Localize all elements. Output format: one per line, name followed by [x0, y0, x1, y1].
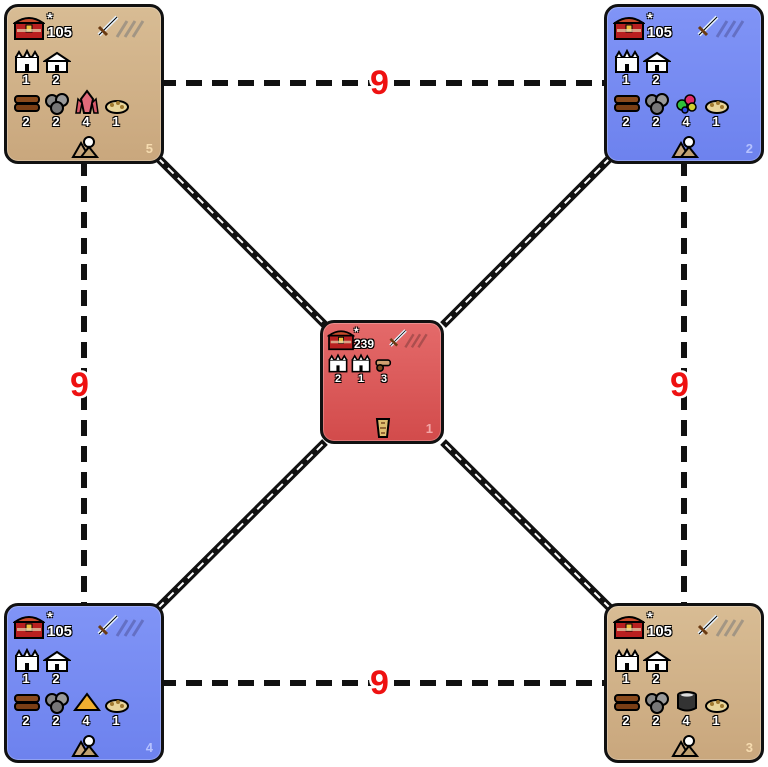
- castle-icon: [15, 49, 39, 73]
- zone-bottom-right[interactable]: * 105 1 2 2 2 4 1: [604, 603, 764, 763]
- town-icon: [643, 650, 671, 672]
- terrain-icon: [671, 136, 699, 158]
- ore-icon: [45, 93, 69, 115]
- army-strength-icon: [715, 619, 745, 637]
- cannon-icon: [375, 359, 392, 372]
- zone-top-left[interactable]: * 105 1 2 2 2 4 1: [4, 4, 164, 164]
- town-icon: [43, 650, 71, 672]
- castle-icon-2: [351, 353, 371, 373]
- sword-icon: [97, 15, 119, 37]
- terrain-icon: [71, 136, 99, 158]
- wood-icon: [14, 694, 40, 711]
- mercury-icon: [677, 691, 697, 712]
- army-strength-icon: [404, 333, 428, 349]
- terrain-icon: [71, 735, 99, 757]
- ore-icon: [45, 692, 69, 714]
- connection-diagonals: [155, 155, 613, 611]
- gold-pile-icon: [705, 699, 729, 713]
- zone-id: 2: [745, 141, 753, 156]
- treasure-chest-icon: [613, 616, 645, 639]
- guard-left: 9: [70, 366, 89, 404]
- zone-id: 3: [745, 740, 753, 755]
- ore-icon: [645, 93, 669, 115]
- treasure-chest-icon: [13, 17, 45, 40]
- gold-value: 239: [354, 337, 375, 351]
- town-icon: [643, 51, 671, 73]
- zone-id: 1: [425, 421, 433, 436]
- guard-bottom: 9: [370, 664, 389, 702]
- castle-icon: [15, 648, 39, 672]
- army-strength-icon: [115, 619, 145, 637]
- gold-pile-icon: [105, 699, 129, 713]
- sulfur-icon: [73, 692, 101, 711]
- treasure-chest-icon: [613, 17, 645, 40]
- castle-icon: [615, 648, 639, 672]
- gold-value: 105: [647, 24, 673, 41]
- zone-top-right[interactable]: * 105 1 2 2 2 4 1: [604, 4, 764, 164]
- sword-icon: [97, 614, 119, 636]
- zone-id: 5: [145, 141, 153, 156]
- treasure-chest-icon: [327, 330, 355, 351]
- gold-value: 105: [647, 623, 673, 640]
- zone-id: 4: [145, 740, 153, 755]
- town-icon: [43, 51, 71, 73]
- wood-icon: [14, 95, 40, 112]
- army-strength-icon: [115, 20, 145, 38]
- castle-icon: [615, 49, 639, 73]
- wood-icon: [614, 694, 640, 711]
- gold-value: 105: [47, 24, 73, 41]
- gems-icon: [676, 94, 697, 114]
- ore-icon: [645, 692, 669, 714]
- sword-icon: [389, 329, 407, 347]
- zone-center[interactable]: * 239 2 1 3 1: [320, 320, 444, 444]
- gold-value: 105: [47, 623, 73, 640]
- terrain-icon: [375, 418, 391, 438]
- crystal-icon: [75, 89, 99, 114]
- army-strength-icon: [715, 20, 745, 38]
- gold-pile-icon: [105, 100, 129, 114]
- sword-icon: [697, 15, 719, 37]
- terrain-icon: [671, 735, 699, 757]
- sword-icon: [697, 614, 719, 636]
- zone-bottom-left[interactable]: * 105 1 2 2 2 4 1 4: [4, 603, 164, 763]
- gold-pile-icon: [705, 100, 729, 114]
- guard-right: 9: [670, 366, 689, 404]
- guard-top: 9: [370, 64, 389, 102]
- castle-icon: [328, 353, 348, 373]
- wood-icon: [614, 95, 640, 112]
- treasure-chest-icon: [13, 616, 45, 639]
